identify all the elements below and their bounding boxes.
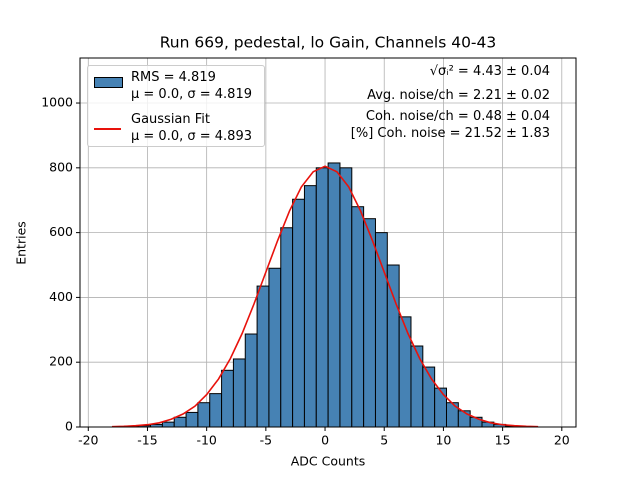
y-tick-label: 1000 (41, 95, 73, 110)
histogram-bar (221, 369, 234, 428)
histogram-bar (315, 167, 329, 428)
fit-line (111, 165, 539, 428)
y-axis-label: Entries (14, 221, 29, 265)
x-tick-label: 5 (380, 433, 388, 448)
histogram-bar (256, 285, 270, 428)
histogram-bar (303, 185, 317, 428)
histogram-bar (398, 316, 412, 428)
annotation: Coh. noise/ch = 0.48 ± 0.04 (365, 109, 550, 124)
x-axis-label: ADC Counts (291, 454, 366, 469)
legend-label: Gaussian Fit μ = 0.0, σ = 4.893 (131, 112, 252, 144)
plot-frame (79, 57, 577, 428)
legend: RMS = 4.819 μ = 0.0, σ = 4.819 Gaussian F… (87, 65, 265, 147)
x-tick-label: 15 (495, 433, 511, 448)
y-tick-label: 600 (49, 224, 73, 239)
histogram-bar (185, 411, 199, 428)
histogram-bar (292, 198, 305, 428)
histogram-bar (161, 421, 175, 428)
histogram-bar (232, 358, 246, 428)
legend-key (94, 77, 123, 88)
histogram-bar (173, 416, 187, 428)
histogram-bar (351, 206, 365, 428)
x-tick-label: 0 (321, 433, 329, 448)
x-tick-label: 20 (554, 433, 570, 448)
histogram-bar (457, 410, 471, 428)
histogram-bar (268, 267, 282, 428)
histogram-bar (244, 333, 258, 428)
y-tick-label: 400 (49, 289, 73, 304)
histogram-bar (197, 402, 211, 428)
y-tick-label: 0 (65, 419, 73, 434)
histogram-bar (209, 393, 223, 428)
histogram-bar (280, 227, 294, 428)
x-tick-label: -15 (137, 433, 157, 448)
histogram-bar (434, 387, 447, 428)
histogram-bar (327, 162, 341, 428)
histogram-bar (410, 345, 424, 428)
legend-key (94, 128, 121, 130)
x-tick-label: -10 (196, 433, 216, 448)
y-tick-label: 800 (49, 159, 73, 174)
legend-label: RMS = 4.819 μ = 0.0, σ = 4.819 (131, 70, 252, 102)
histogram-bar (386, 264, 400, 428)
histogram-bar (374, 232, 388, 428)
chart-title: Run 669, pedestal, lo Gain, Channels 40-… (160, 34, 497, 52)
y-tick-label: 200 (49, 354, 73, 369)
histogram-bar (339, 167, 353, 428)
annotation: [%] Coh. noise = 21.52 ± 1.83 (350, 126, 550, 141)
histogram-bar (363, 218, 376, 428)
annotation: √σᵢ² = 4.43 ± 0.04 (429, 64, 550, 79)
histogram-bar (422, 366, 436, 428)
x-tick-label: -20 (78, 433, 98, 448)
x-tick-label: 10 (435, 433, 451, 448)
x-tick-label: -5 (260, 433, 272, 448)
annotation: Avg. noise/ch = 2.21 ± 0.02 (367, 88, 550, 103)
